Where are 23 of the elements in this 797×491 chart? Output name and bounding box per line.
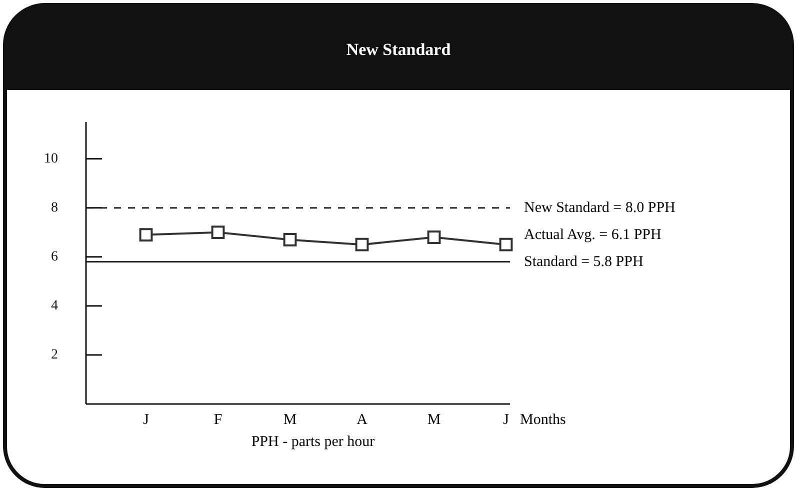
x-tick-label: J bbox=[503, 412, 510, 428]
chart-title: New Standard bbox=[346, 40, 452, 59]
point bbox=[139, 228, 153, 242]
point bbox=[499, 238, 513, 252]
point bbox=[283, 233, 297, 246]
point bbox=[355, 238, 369, 252]
x-tick-label: M bbox=[283, 412, 297, 428]
text: Actual Avg. = 6.1 PPH bbox=[524, 226, 662, 243]
point bbox=[211, 226, 225, 240]
ref-line-label: New Standard = 8.0 PPH bbox=[524, 200, 676, 216]
y-tick-label: 2 bbox=[51, 347, 58, 362]
x-tick-label: A bbox=[356, 412, 368, 428]
x-axis-title: Months bbox=[520, 412, 566, 428]
ref-line-label: Standard = 5.8 PPH bbox=[524, 254, 644, 270]
y-tick-label: 8 bbox=[51, 200, 58, 216]
x-tick-label: M bbox=[427, 412, 441, 428]
y-tick-label: 6 bbox=[51, 249, 58, 264]
x-tick-label: J bbox=[143, 412, 150, 428]
text: PPH - parts per hour bbox=[251, 434, 375, 450]
y-tick-label: 4 bbox=[51, 298, 58, 314]
y-tick-label: 10 bbox=[44, 151, 58, 166]
point bbox=[427, 230, 441, 244]
x-tick-label: F bbox=[214, 412, 222, 428]
